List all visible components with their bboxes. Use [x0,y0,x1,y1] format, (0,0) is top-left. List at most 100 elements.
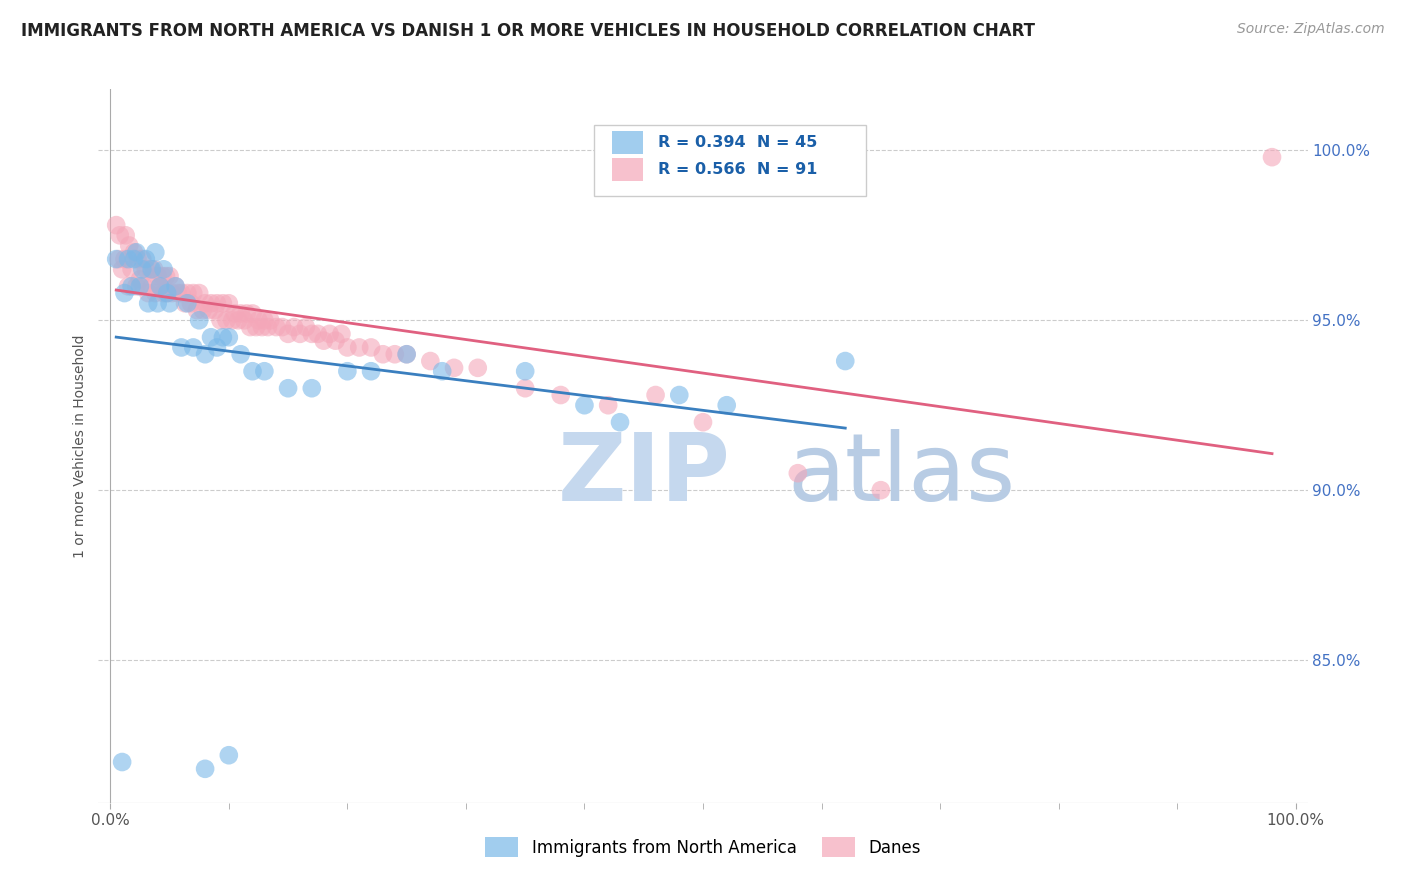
Point [111,755,134,769]
Point [235,306,257,320]
Point [117,252,139,266]
Point [259,313,281,327]
Point [347,341,370,355]
Point [143,286,166,301]
Point [205,341,228,355]
Point [312,334,335,348]
Point [229,306,252,320]
Text: atlas: atlas [787,428,1017,521]
Point [197,303,219,318]
Point [176,286,198,301]
Point [146,269,169,284]
Point [170,286,193,301]
Point [515,364,537,378]
Point [139,262,162,277]
Point [247,313,270,327]
Point [264,320,287,334]
Point [114,286,136,301]
Point [212,330,235,344]
Point [194,762,217,776]
Point [226,313,249,327]
Point [170,341,193,355]
Point [122,252,145,266]
Point [242,364,264,378]
Point [301,326,323,341]
Point [135,252,157,266]
Point [165,279,187,293]
Y-axis label: 1 or more Vehicles in Household: 1 or more Vehicles in Household [73,334,87,558]
Point [188,313,211,327]
Text: R = 0.394  N = 45: R = 0.394 N = 45 [658,136,818,150]
Point [242,306,264,320]
Point [152,286,174,301]
Point [200,296,222,310]
Point [136,296,159,310]
Point [194,347,217,361]
Point [395,347,418,361]
Point [156,286,179,301]
Point [152,269,174,284]
Point [156,286,179,301]
Point [1261,150,1284,164]
Point [336,364,359,378]
FancyBboxPatch shape [613,159,643,181]
Point [644,388,666,402]
Point [149,279,172,293]
Point [127,252,149,266]
Point [229,347,252,361]
Point [233,313,256,327]
Point [166,286,188,301]
Point [668,388,690,402]
Point [141,279,163,293]
Point [194,296,217,310]
Point [149,279,172,293]
Point [360,364,382,378]
Point [146,296,169,310]
Point [277,326,299,341]
Point [105,252,128,266]
Point [598,398,620,412]
Point [253,364,276,378]
Point [131,252,153,266]
Point [224,306,246,320]
Point [371,347,394,361]
Point [152,262,174,277]
Point [181,286,204,301]
Point [301,381,323,395]
Text: ZIP: ZIP [558,428,731,521]
Point [204,303,226,318]
Point [155,269,177,284]
Point [114,252,136,266]
Point [295,320,318,334]
Point [218,330,240,344]
Point [432,364,454,378]
Point [129,279,152,293]
Text: R = 0.566  N = 91: R = 0.566 N = 91 [658,162,818,178]
Point [132,279,155,293]
Point [143,262,166,277]
Point [515,381,537,395]
Point [716,398,738,412]
Point [360,341,382,355]
Point [869,483,891,498]
Point [467,360,489,375]
Point [209,313,232,327]
Point [176,296,198,310]
Point [114,228,136,243]
Point [325,334,347,348]
Point [253,313,276,327]
Point [165,279,187,293]
Point [250,320,273,334]
Point [141,262,163,277]
Point [131,262,153,277]
Point [550,388,572,402]
Point [277,381,299,395]
Text: Source: ZipAtlas.com: Source: ZipAtlas.com [1237,22,1385,37]
Point [443,360,465,375]
Point [129,272,152,286]
Point [159,269,181,284]
Point [135,262,157,277]
Point [218,748,240,763]
Point [117,279,139,293]
Point [786,466,808,480]
